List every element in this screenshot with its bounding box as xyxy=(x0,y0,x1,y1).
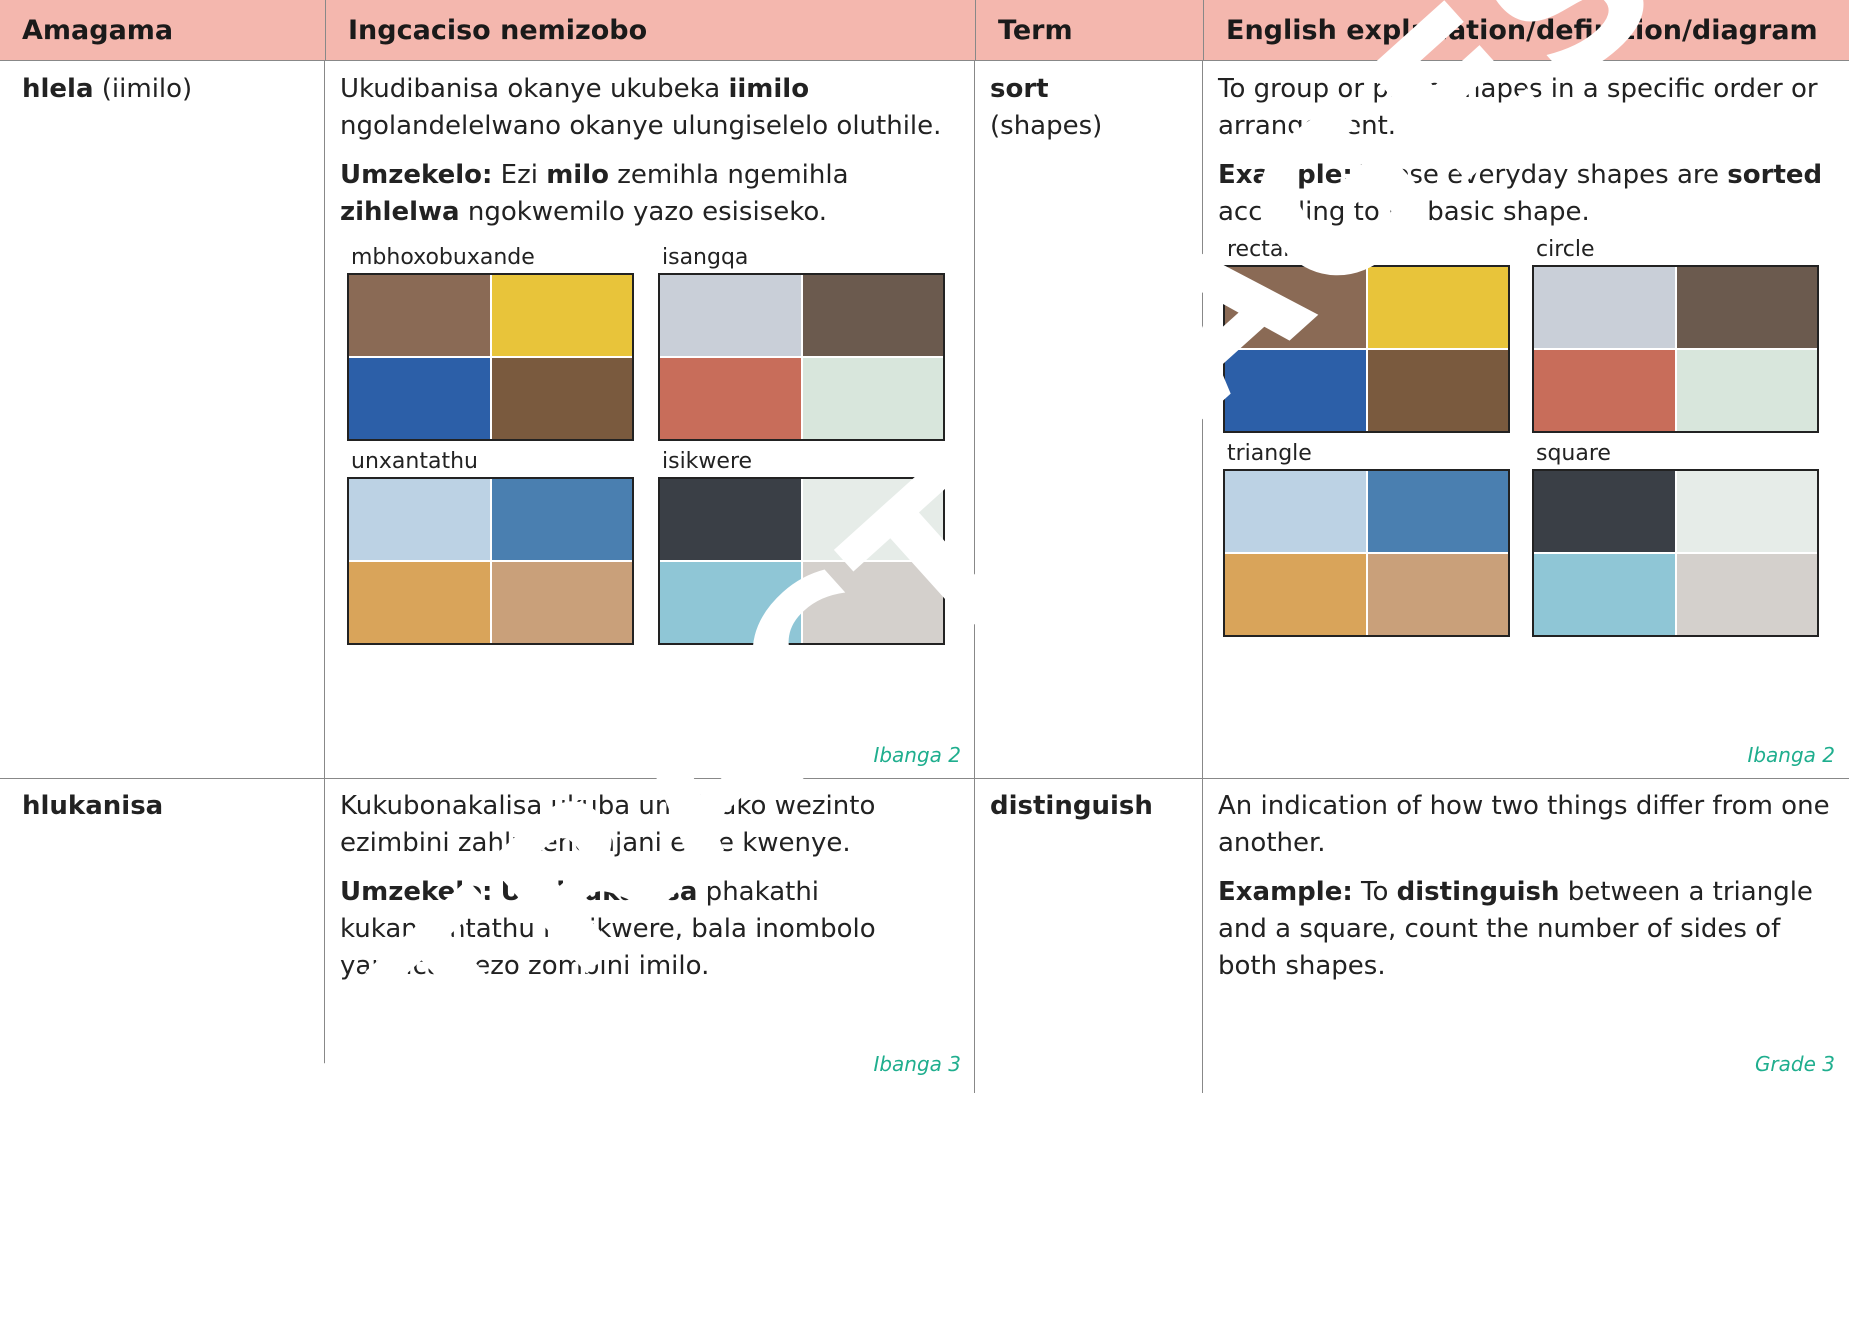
image-grid: rectangle circle triangle square xyxy=(1223,235,1834,637)
term-note: (shapes) xyxy=(990,111,1103,141)
definition: Kukubonakalisa ukuba umahluko wezinto ez… xyxy=(340,791,876,858)
photo xyxy=(1532,265,1819,433)
document: Amagama Ingcaciso nemizobo Term English … xyxy=(0,0,1849,1093)
definition: Ukudibanisa okanye ukubeka iimilo ngolan… xyxy=(340,71,960,145)
text: zemihla ngemihla xyxy=(608,160,849,190)
word-cell: hlela (iimilo) xyxy=(0,61,325,108)
photo xyxy=(347,477,634,645)
explanation-cell: An indication of how two things differ f… xyxy=(1203,778,1849,1093)
text: Umzekelo: xyxy=(340,877,493,907)
text: according to its basic shape. xyxy=(1218,197,1590,227)
figure: triangle xyxy=(1223,439,1510,637)
photo xyxy=(1223,265,1510,433)
definition-cell: Ukudibanisa okanye ukubeka iimilo ngolan… xyxy=(325,61,975,778)
text: between a triangle and a square, count t… xyxy=(1218,877,1813,981)
example: Example: To distinguish between a triang… xyxy=(1218,874,1834,985)
text: Umzekelo: xyxy=(340,160,493,190)
text: milo xyxy=(546,160,609,190)
text: sorted xyxy=(1727,160,1823,190)
photo xyxy=(658,273,945,441)
header-cell: Amagama xyxy=(0,0,325,61)
text: Example: xyxy=(1218,877,1353,907)
example: Umzekelo: Ukohlukanisa phakathi kukanxan… xyxy=(340,874,960,985)
figure: isangqa xyxy=(658,243,945,441)
figure-label: rectangle xyxy=(1227,237,1331,262)
term: sort xyxy=(990,74,1049,104)
figure-label: mbhoxobuxande xyxy=(351,245,535,270)
header-cell: English explanation/definition/diagram xyxy=(1203,0,1849,61)
figure: rectangle xyxy=(1223,235,1510,433)
example: Example: These everyday shapes are sorte… xyxy=(1218,157,1834,231)
text: Ukudibanisa okanye ukubeka xyxy=(340,74,729,104)
page: Glossary table {"header": ["Amagama", "I… xyxy=(0,0,1849,1093)
grade: Ibanga 3 xyxy=(873,1052,961,1076)
figure-label: unxantathu xyxy=(351,449,478,474)
text: phakathi kukanxantathu nesikwere, bala i… xyxy=(340,877,876,981)
example: Umzekelo: Ezi milo zemihla ngemihla zihl… xyxy=(340,157,960,231)
figure: unxantathu xyxy=(347,447,634,645)
column xyxy=(0,0,325,1093)
text: To xyxy=(1352,877,1397,907)
text: distinguish xyxy=(1396,877,1560,907)
row-border xyxy=(0,778,1849,779)
figure-label: square xyxy=(1536,441,1611,466)
photo xyxy=(658,477,945,645)
text: Ukohlukanisa xyxy=(500,877,698,907)
grade: Grade 3 xyxy=(1754,1052,1835,1076)
photo xyxy=(347,273,634,441)
figure-label: circle xyxy=(1536,237,1595,262)
figure-label: isangqa xyxy=(662,245,749,270)
term-cell: sort (shapes) xyxy=(975,61,1203,145)
figure: circle xyxy=(1532,235,1819,433)
text: ngolandelelwano okanye ulungiselelo olut… xyxy=(340,111,942,141)
text: iimilo xyxy=(728,74,810,104)
figure-label: isikwere xyxy=(662,449,753,474)
text: Ezi xyxy=(492,160,547,190)
figure: isikwere xyxy=(658,447,945,645)
word-note: (iimilo) xyxy=(93,74,193,104)
figure: square xyxy=(1532,439,1819,637)
header-cell: Term xyxy=(975,0,1203,61)
grade: Ibanga 2 xyxy=(1747,743,1835,767)
text: zihlelwa xyxy=(340,197,460,227)
word-cell: hlukanisa xyxy=(0,778,325,825)
photo xyxy=(1532,469,1819,637)
column xyxy=(975,0,1203,1093)
grade: Ibanga 2 xyxy=(873,743,961,767)
definition: An indication of how two things differ f… xyxy=(1218,791,1830,858)
text: These everyday shapes are xyxy=(1352,160,1728,190)
definition: To group or place shapes in a specific o… xyxy=(1218,74,1818,141)
image-grid: mbhoxobuxande isangqa unxantathu isikwer… xyxy=(347,243,960,645)
term: distinguish xyxy=(990,791,1153,821)
term-cell: distinguish xyxy=(975,778,1203,825)
word: hlukanisa xyxy=(22,791,164,821)
text: ngokwemilo yazo esisiseko. xyxy=(459,197,828,227)
explanation-cell: To group or place shapes in a specific o… xyxy=(1203,61,1849,778)
figure: mbhoxobuxande xyxy=(347,243,634,441)
column xyxy=(325,0,975,1093)
definition-cell: Kukubonakalisa ukuba umahluko wezinto ez… xyxy=(325,778,975,1093)
word: hlela xyxy=(22,74,94,104)
photo xyxy=(1223,469,1510,637)
header-cell: Ingcaciso nemizobo xyxy=(325,0,975,61)
text: Example: xyxy=(1218,160,1353,190)
figure-label: triangle xyxy=(1227,441,1312,466)
